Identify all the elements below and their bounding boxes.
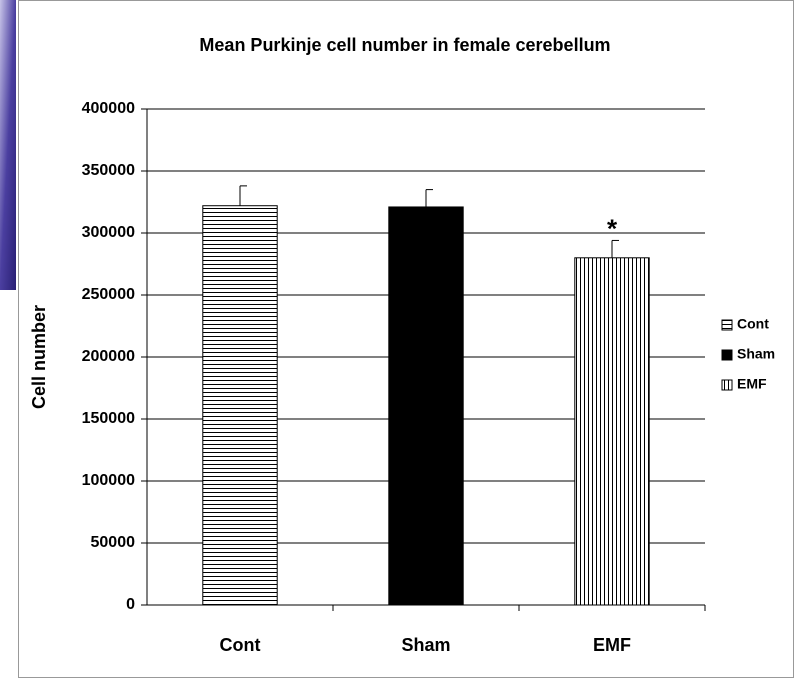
y-tick-label: 50000 — [91, 534, 136, 551]
legend-swatch — [721, 319, 733, 331]
y-axis-label: Cell number — [29, 305, 49, 409]
y-tick-label: 250000 — [82, 286, 135, 303]
bar — [574, 257, 650, 606]
bar — [388, 206, 464, 606]
legend-label: Cont — [737, 316, 769, 332]
bar — [202, 205, 278, 606]
side-image — [0, 0, 16, 290]
error-bar — [239, 185, 247, 206]
x-tick-label: Sham — [401, 635, 450, 655]
error-bar — [611, 239, 619, 258]
x-tick-label: Cont — [220, 635, 261, 655]
y-tick-label: 0 — [126, 596, 135, 613]
annotation: * — [607, 213, 618, 243]
legend-label: Sham — [737, 346, 775, 362]
y-tick-label: 150000 — [82, 410, 135, 427]
legend-swatch — [721, 379, 733, 391]
y-tick-label: 300000 — [82, 224, 135, 241]
x-tick-label: EMF — [593, 635, 631, 655]
legend-label: EMF — [737, 376, 767, 392]
y-tick-label: 350000 — [82, 162, 135, 179]
legend-swatch — [721, 349, 733, 361]
y-tick-label: 100000 — [82, 472, 135, 489]
y-tick-label: 400000 — [82, 100, 135, 117]
error-bar — [425, 189, 433, 207]
chart-title: Mean Purkinje cell number in female cere… — [199, 35, 610, 55]
y-tick-label: 200000 — [82, 348, 135, 365]
